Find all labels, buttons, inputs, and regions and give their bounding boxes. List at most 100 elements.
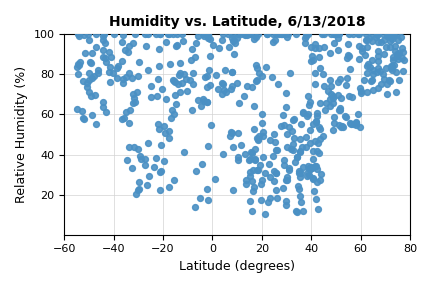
- Point: [345, 32, 352, 37]
- Point: [310, 177, 317, 182]
- Point: [305, 165, 312, 170]
- Point: [363, 64, 370, 69]
- Point: [366, 36, 373, 41]
- Point: [309, 176, 316, 181]
- Point: [280, 158, 287, 162]
- Point: [386, 34, 393, 38]
- Point: [297, 200, 304, 205]
- Point: [264, 32, 270, 37]
- Point: [296, 194, 303, 198]
- Point: [175, 73, 182, 77]
- Point: [130, 96, 137, 101]
- Point: [246, 173, 253, 178]
- Point: [260, 134, 267, 138]
- Point: [244, 33, 251, 37]
- Point: [384, 34, 391, 39]
- Point: [237, 143, 244, 147]
- Point: [189, 82, 196, 86]
- Point: [107, 65, 114, 69]
- Point: [373, 35, 380, 39]
- Point: [204, 32, 211, 37]
- Point: [387, 32, 394, 37]
- Point: [105, 69, 112, 74]
- Point: [399, 68, 406, 73]
- Point: [119, 77, 126, 82]
- Point: [156, 170, 163, 174]
- Point: [259, 73, 266, 78]
- Point: [312, 196, 319, 201]
- Point: [200, 99, 207, 104]
- Point: [317, 126, 324, 131]
- Point: [79, 78, 86, 83]
- Point: [73, 107, 80, 111]
- Point: [374, 86, 381, 90]
- Point: [299, 110, 306, 115]
- Point: [135, 74, 142, 78]
- Point: [92, 45, 99, 50]
- Point: [134, 188, 141, 193]
- Point: [190, 71, 197, 75]
- Point: [254, 138, 261, 143]
- Point: [229, 70, 236, 75]
- Point: [363, 90, 370, 94]
- Point: [177, 60, 184, 65]
- Point: [86, 78, 93, 83]
- Point: [314, 166, 321, 171]
- Point: [80, 117, 87, 122]
- Point: [251, 127, 258, 131]
- Point: [204, 100, 211, 104]
- Point: [267, 175, 273, 180]
- Point: [387, 32, 394, 37]
- Point: [281, 123, 288, 127]
- Point: [118, 59, 125, 64]
- Point: [92, 93, 99, 97]
- Point: [89, 50, 95, 55]
- Point: [268, 75, 275, 79]
- Point: [300, 111, 307, 115]
- Point: [155, 64, 162, 68]
- Point: [125, 43, 132, 48]
- Point: [302, 41, 308, 46]
- Point: [106, 80, 113, 85]
- Point: [228, 130, 235, 134]
- Point: [192, 169, 199, 174]
- Point: [114, 75, 121, 80]
- Point: [395, 77, 402, 82]
- Point: [180, 39, 187, 43]
- Point: [328, 92, 335, 96]
- Point: [346, 54, 353, 58]
- Point: [147, 84, 154, 88]
- Point: [310, 58, 317, 62]
- Point: [247, 150, 254, 155]
- Point: [394, 32, 401, 37]
- Point: [75, 62, 82, 66]
- Point: [128, 165, 135, 170]
- Point: [189, 46, 196, 51]
- Point: [360, 78, 367, 82]
- Point: [335, 35, 342, 40]
- Point: [247, 32, 254, 37]
- Point: [136, 187, 143, 192]
- Point: [312, 82, 319, 87]
- Point: [279, 32, 286, 37]
- Point: [219, 151, 226, 156]
- Point: [295, 171, 302, 175]
- Point: [198, 162, 205, 166]
- Point: [277, 32, 284, 37]
- Point: [242, 177, 249, 182]
- Point: [275, 82, 282, 86]
- Point: [330, 115, 337, 119]
- Point: [319, 71, 326, 76]
- Point: [289, 148, 296, 152]
- Point: [132, 32, 139, 37]
- Point: [368, 78, 375, 83]
- Point: [146, 174, 152, 179]
- Point: [287, 146, 294, 151]
- Point: [385, 77, 392, 82]
- Point: [388, 64, 395, 68]
- Point: [261, 171, 268, 176]
- Point: [327, 32, 334, 37]
- Point: [164, 32, 171, 37]
- Point: [230, 188, 237, 193]
- Point: [144, 32, 151, 37]
